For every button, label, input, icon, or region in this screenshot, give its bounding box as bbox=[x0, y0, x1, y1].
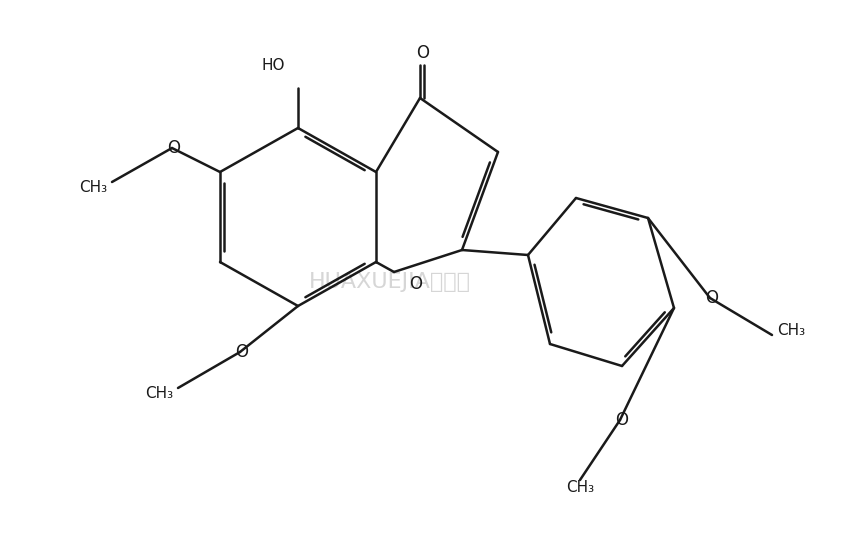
Text: CH₃: CH₃ bbox=[777, 323, 805, 338]
Text: O: O bbox=[706, 289, 718, 307]
Text: CH₃: CH₃ bbox=[566, 480, 594, 496]
Text: O: O bbox=[616, 411, 628, 429]
Text: HO: HO bbox=[262, 58, 285, 72]
Text: O: O bbox=[235, 343, 248, 361]
Text: CH₃: CH₃ bbox=[79, 180, 107, 194]
Text: O: O bbox=[167, 139, 181, 157]
Text: O: O bbox=[410, 275, 422, 293]
Text: CH₃: CH₃ bbox=[145, 385, 173, 400]
Text: O: O bbox=[416, 44, 430, 62]
Text: HUAXUEJIA化学加: HUAXUEJIA化学加 bbox=[309, 272, 471, 292]
